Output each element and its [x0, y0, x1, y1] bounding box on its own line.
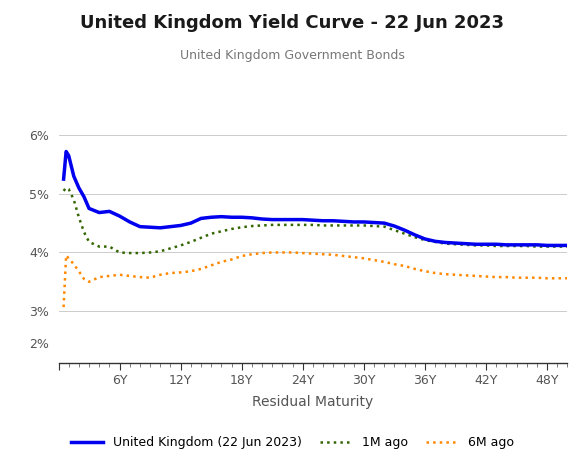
Legend: United Kingdom (22 Jun 2023), 1M ago, 6M ago: United Kingdom (22 Jun 2023), 1M ago, 6M…: [67, 431, 518, 454]
Text: United Kingdom Government Bonds: United Kingdom Government Bonds: [180, 49, 405, 62]
X-axis label: Residual Maturity: Residual Maturity: [252, 395, 374, 409]
Text: United Kingdom Yield Curve - 22 Jun 2023: United Kingdom Yield Curve - 22 Jun 2023: [81, 14, 504, 32]
